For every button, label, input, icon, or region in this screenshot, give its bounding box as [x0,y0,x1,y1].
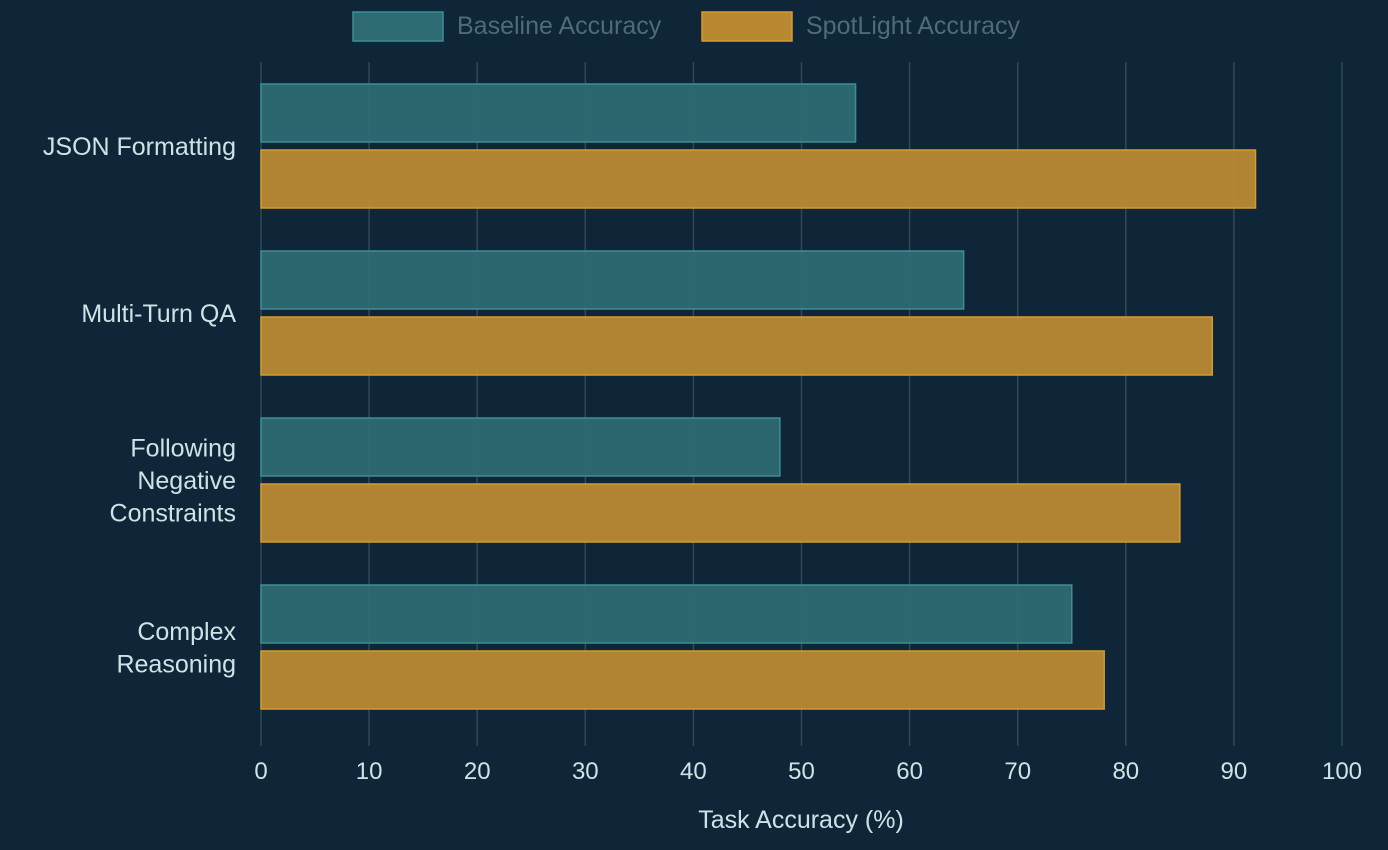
bar-baseline [260,83,857,143]
x-tick-label: 0 [254,758,267,785]
x-axis-title: Task Accuracy (%) [698,806,904,834]
x-tick-label: 80 [1112,758,1139,785]
y-category-label: JSON Formatting [43,133,236,161]
x-tick-label: 10 [356,758,383,785]
legend: Baseline Accuracy SpotLight Accuracy [352,11,1021,42]
bar-baseline [260,250,965,310]
legend-swatch-spotlight [701,11,793,42]
bar-baseline [260,584,1073,644]
legend-label-baseline: Baseline Accuracy [457,12,662,40]
x-tick-label: 100 [1322,758,1362,785]
x-tick-label: 90 [1221,758,1248,785]
bar-baseline [260,417,781,477]
y-category-label: Complex Reasoning [116,618,236,679]
x-tick-labels: 0 10 20 30 40 50 60 70 80 90 100 [254,758,1362,785]
y-category-label: Multi-Turn QA [81,300,236,328]
x-tick-label: 70 [1004,758,1031,785]
x-tick-label: 50 [788,758,815,785]
x-tick-label: 30 [572,758,599,785]
legend-label-spotlight: SpotLight Accuracy [806,12,1021,40]
bar-spotlight [260,483,1181,543]
legend-swatch-baseline [352,11,444,42]
x-tick-label: 20 [464,758,491,785]
x-tick-label: 40 [680,758,707,785]
bar-spotlight [260,650,1105,710]
bar-spotlight [260,316,1214,376]
x-tick-label: 60 [896,758,923,785]
y-category-label: Following Negative Constraints [110,435,236,528]
bar-spotlight [260,149,1257,209]
category-labels: JSON Formatting Multi-Turn QA Following Neg… [43,133,237,678]
bars [260,83,1257,710]
